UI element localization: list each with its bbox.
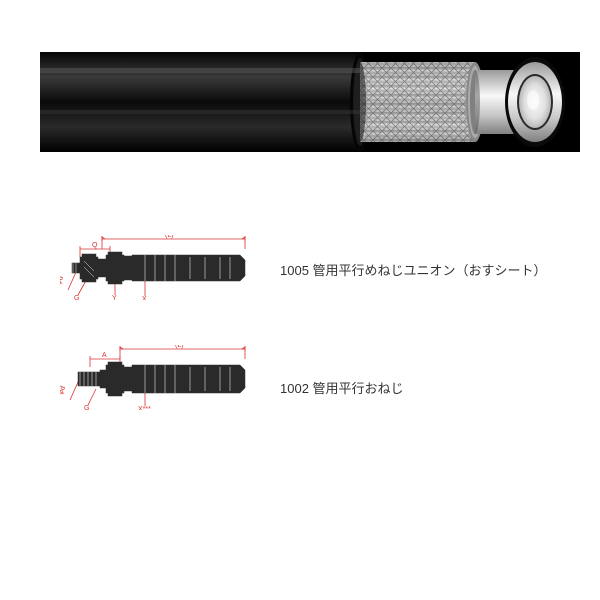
dim-A: A <box>102 352 107 359</box>
dim-G2: G <box>84 405 89 410</box>
dim-X2: X*** <box>138 406 151 410</box>
dim-Q: Q <box>92 242 98 249</box>
hose-image <box>40 50 580 155</box>
fitting-diagram-1002: (L) A φd G X*** <box>60 345 260 410</box>
dim-angle2: φd <box>60 385 67 396</box>
fitting-diagram-1005: (L) Q φd G Y X <box>60 235 260 300</box>
dim-G: G <box>74 295 79 300</box>
caption-1002: 1002 管用平行おねじ <box>280 378 404 397</box>
dim-X: X <box>142 296 147 300</box>
caption-1005: 1005 管用平行めねじユニオン（おすシート） <box>280 260 547 279</box>
dim-angle: φd <box>60 275 65 286</box>
dim-L2: (L) <box>175 345 184 349</box>
dim-L: (L) <box>165 235 174 239</box>
dim-Y: Y <box>112 295 117 300</box>
